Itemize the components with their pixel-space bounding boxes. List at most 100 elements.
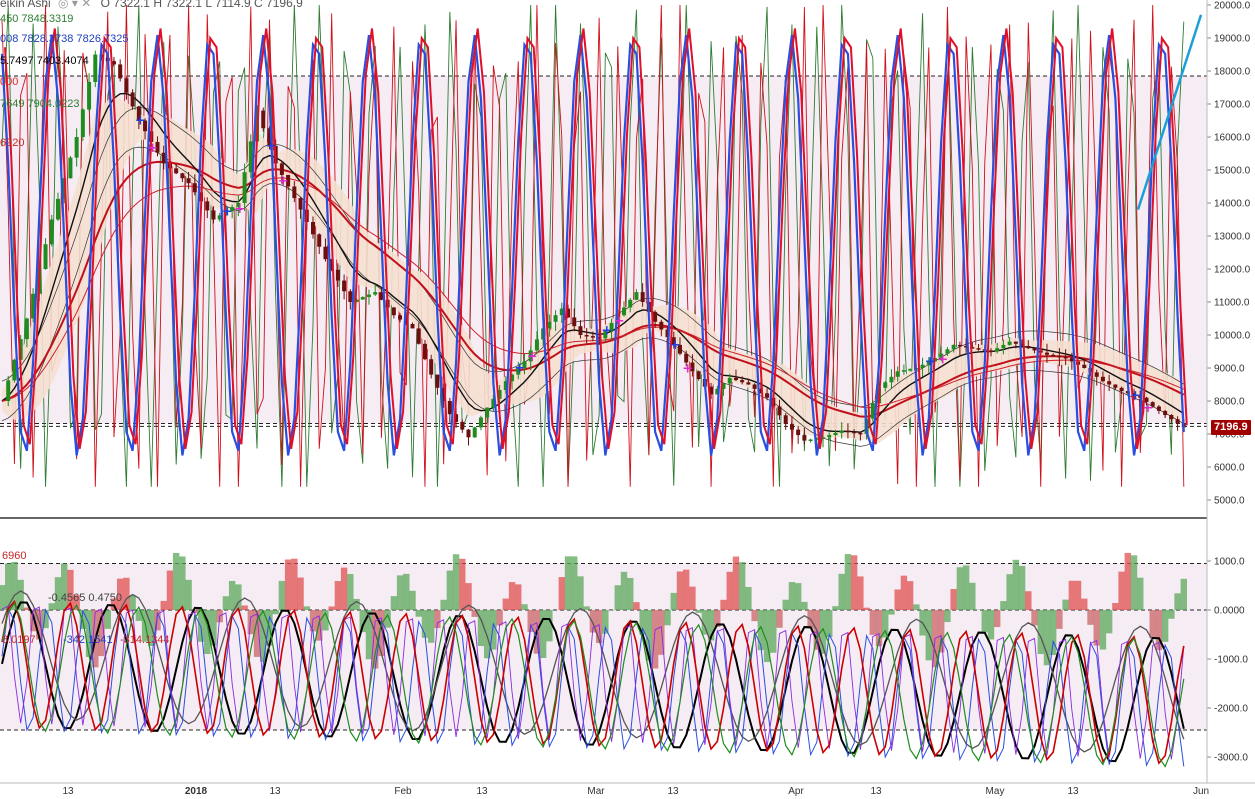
signal-markers: ++++++++++++++++	[135, 114, 1154, 417]
histogram-bar	[465, 583, 472, 610]
histogram-bar	[664, 610, 671, 626]
histogram-bar	[328, 606, 335, 610]
candle-body	[391, 307, 396, 316]
oscillator-axis[interactable]: 1000.0 0.0000 -1000.0 -2000.0 -3000.0	[1207, 557, 1248, 764]
histogram-bar	[714, 610, 721, 627]
candle-body	[74, 137, 79, 158]
histogram-bar	[602, 610, 609, 634]
candle-body	[908, 369, 913, 371]
price-tick-label: 13000.0	[1214, 232, 1251, 243]
histogram-bar	[950, 588, 957, 610]
candle-body	[1032, 348, 1037, 351]
histogram-bar	[695, 610, 702, 613]
price-tick-label: 18000.0	[1214, 67, 1251, 78]
candle-body	[118, 64, 123, 79]
candle-body	[852, 431, 857, 434]
histogram-bar	[645, 610, 653, 661]
histogram-bar	[826, 610, 833, 638]
candle-body	[640, 292, 645, 302]
histogram-bar	[620, 571, 628, 610]
candle-body	[217, 215, 222, 220]
histogram-bar	[757, 610, 765, 651]
candle-body	[522, 361, 527, 368]
histogram-bar	[415, 610, 422, 617]
histogram-bar	[396, 575, 404, 610]
candle-body	[1063, 357, 1068, 359]
histogram-bar	[1006, 574, 1013, 610]
histogram-bar	[627, 577, 634, 610]
histogram-bar	[944, 610, 951, 623]
price-tick-label: 14000.0	[1214, 199, 1251, 210]
candle-body	[242, 172, 247, 203]
chart-settings-icon[interactable]: ◎ ▾ ✕	[58, 0, 92, 10]
time-tick-label: May	[986, 786, 1005, 797]
histogram-bar	[502, 598, 510, 610]
candle-body	[292, 186, 297, 199]
blue-signal-marker: +	[670, 338, 681, 353]
candle-body	[1150, 402, 1155, 407]
candle-body	[1082, 364, 1087, 368]
candle-body	[422, 343, 427, 360]
stoch-red-line	[4, 28, 1188, 450]
candle-body	[665, 329, 670, 338]
histogram-bar	[36, 610, 43, 640]
candle-body	[510, 374, 515, 382]
time-axis[interactable]: 13 2018 13 Feb 13 Mar 13 Apr 13 May 13 Jun	[0, 782, 1255, 797]
blue-signal-marker: +	[925, 354, 936, 369]
candle-body	[939, 353, 944, 359]
histogram-bar	[129, 595, 136, 610]
candle-body	[180, 173, 185, 179]
histogram-bar	[539, 610, 547, 658]
candle-body	[777, 406, 782, 416]
histogram-bar	[788, 582, 796, 610]
magenta-signal-marker: +	[1142, 401, 1153, 416]
blue-trendline	[1136, 14, 1203, 210]
candle-body	[416, 328, 421, 344]
histogram-bar	[676, 571, 684, 610]
histogram-bar	[745, 586, 752, 610]
histogram-bar	[185, 579, 192, 610]
oscillator-line	[1, 601, 1185, 763]
candle-body	[366, 294, 371, 298]
histogram-bar	[459, 558, 466, 610]
candle-body	[1144, 397, 1149, 403]
candle-body	[827, 435, 832, 438]
candle-body	[317, 234, 322, 247]
candle-body	[870, 403, 875, 419]
histogram-bar	[508, 582, 516, 610]
oscillator-lines	[1, 590, 1185, 768]
histogram-bar	[403, 573, 410, 610]
candle-body	[1119, 387, 1124, 392]
candle-body	[895, 371, 900, 377]
candle-body	[62, 178, 67, 199]
histogram-bar	[994, 610, 1001, 628]
candle-body	[1163, 410, 1168, 416]
histogram-bar	[73, 595, 80, 610]
histogram-bar	[204, 610, 211, 655]
histogram-bar	[900, 575, 908, 610]
histogram-bar	[365, 610, 373, 660]
histogram-bar	[54, 577, 62, 610]
candle-body	[298, 198, 303, 210]
candle-body	[534, 339, 539, 351]
candle-body	[373, 292, 378, 295]
histogram-bar	[222, 596, 230, 610]
green-line	[1, 4, 1185, 487]
candle-body	[124, 78, 129, 93]
histogram-bar	[490, 610, 497, 650]
histogram-bar	[1018, 565, 1026, 610]
candle-body	[478, 417, 483, 428]
candle-body	[584, 335, 589, 337]
histogram-bar	[384, 610, 391, 628]
price-axis[interactable]: 20000.0 19000.0 18000.0 17000.0 16000.0 15000…	[1207, 1, 1251, 507]
blue-signal-marker: +	[1130, 389, 1141, 404]
price-tick-label: 15000.0	[1214, 166, 1251, 177]
candle-body	[93, 54, 98, 82]
histogram-bar	[558, 577, 565, 610]
histogram-bar	[633, 602, 640, 610]
histogram-bar	[1068, 580, 1076, 610]
histogram-bar	[110, 598, 118, 610]
trendline	[1136, 14, 1203, 210]
candle-body	[360, 297, 365, 300]
